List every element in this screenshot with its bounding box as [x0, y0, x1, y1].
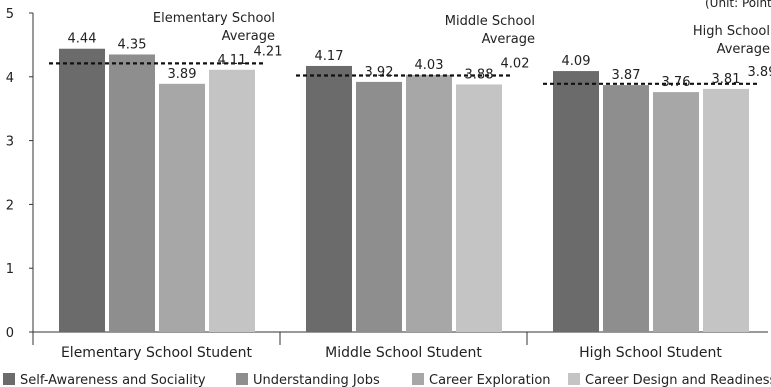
- bar-value-label: 4.44: [68, 32, 97, 47]
- y-tick-label: 1: [6, 262, 14, 277]
- bar-value-label: 4.17: [315, 49, 344, 64]
- y-tick-label: 0: [6, 326, 14, 341]
- unit-label: (Unit: Point): [705, 0, 771, 10]
- average-label: High School: [693, 24, 770, 39]
- bar: [109, 54, 155, 332]
- average-value-label: 4.02: [501, 57, 530, 72]
- category-label: Elementary School Student: [61, 345, 253, 361]
- legend-label: Self-Awareness and Sociality: [20, 373, 206, 387]
- bar-value-label: 3.88: [465, 67, 494, 82]
- bar: [356, 81, 402, 333]
- legend-label: Understanding Jobs: [253, 373, 380, 387]
- bar-value-label: 3.89: [168, 67, 197, 82]
- bar: [703, 88, 749, 332]
- bar-value-label: 3.87: [612, 68, 641, 83]
- bar: [209, 69, 255, 333]
- bar: [603, 85, 649, 333]
- y-tick-label: 3: [6, 135, 14, 150]
- bar: [59, 48, 105, 333]
- bar-value-label: 3.81: [712, 72, 741, 87]
- average-value-label: 4.21: [254, 44, 283, 59]
- legend-swatch: [236, 373, 248, 385]
- y-tick-label: 2: [6, 198, 14, 213]
- bar: [553, 71, 599, 333]
- average-label: Elementary School: [153, 11, 275, 26]
- category-label: High School Student: [579, 345, 722, 361]
- bar: [653, 92, 699, 332]
- bar: [456, 84, 502, 333]
- bar: [306, 65, 352, 332]
- y-tick-label: 5: [6, 7, 14, 22]
- bar: [406, 74, 452, 333]
- average-value-label: 3.89: [748, 65, 771, 80]
- y-tick-label: 4: [6, 71, 14, 86]
- category-label: Middle School Student: [325, 345, 482, 361]
- average-label: Average: [717, 42, 770, 57]
- legend-swatch: [412, 373, 424, 385]
- bar-value-label: 4.11: [218, 53, 247, 68]
- bar-value-label: 4.09: [562, 54, 591, 69]
- bar-value-label: 3.92: [365, 65, 394, 80]
- average-label: Average: [222, 29, 275, 44]
- bar-value-label: 3.76: [662, 75, 691, 90]
- average-label: Average: [482, 32, 535, 47]
- legend-swatch: [3, 373, 15, 385]
- legend-label: Career Design and Readiness: [585, 373, 771, 387]
- average-label: Middle School: [445, 14, 535, 29]
- legend-label: Career Exploration: [429, 373, 551, 387]
- bar-value-label: 4.35: [118, 37, 147, 52]
- bar: [159, 83, 205, 333]
- bar-value-label: 4.03: [415, 58, 444, 73]
- legend-swatch: [568, 373, 580, 385]
